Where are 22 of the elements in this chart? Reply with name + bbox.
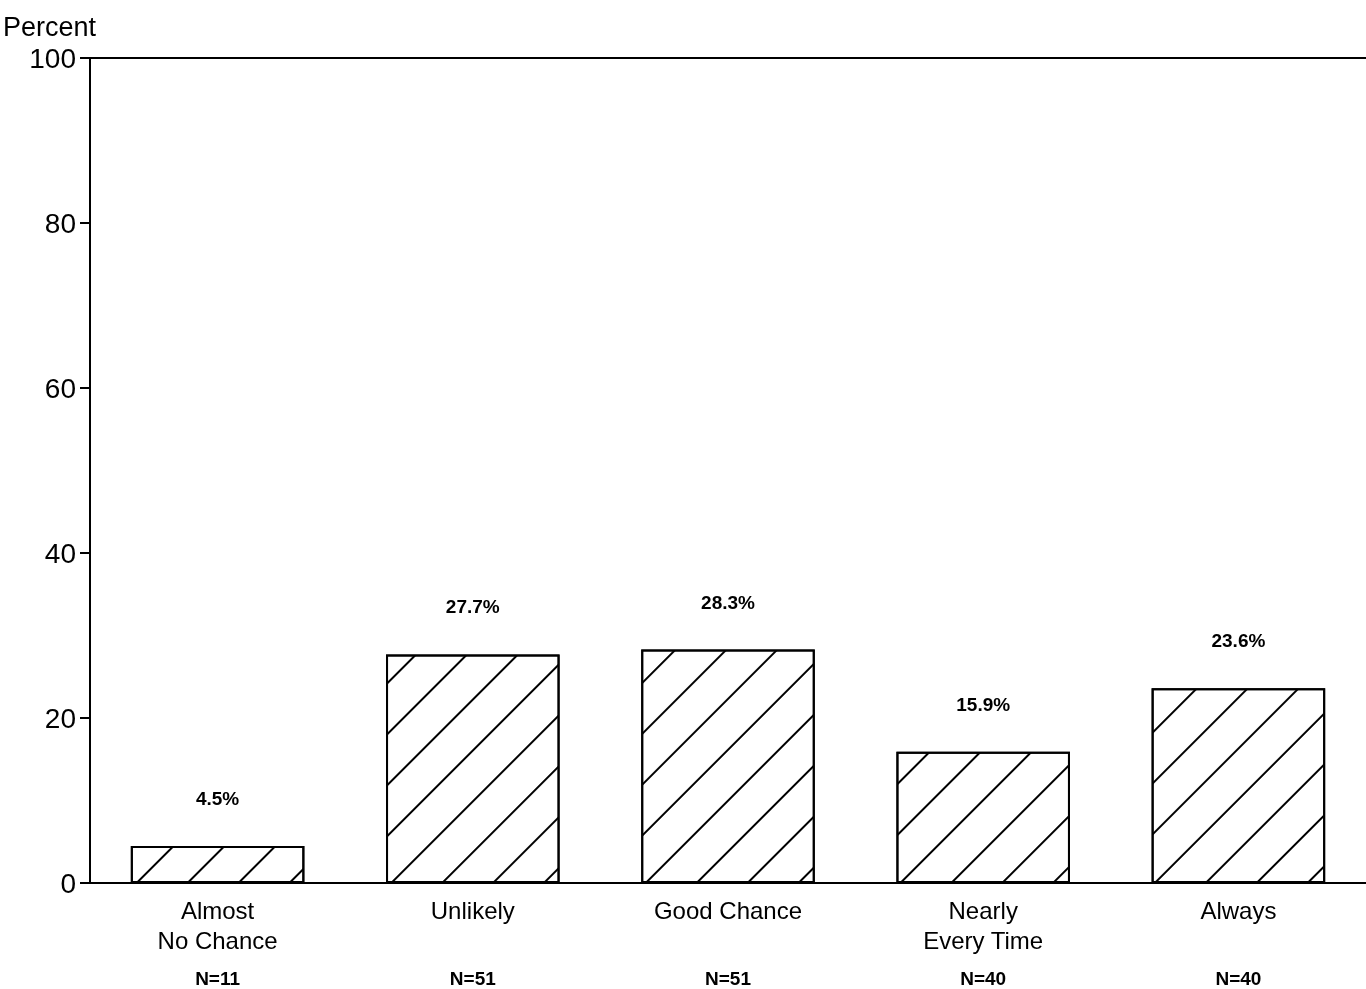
x-tick-label: Nearly Every Time xyxy=(923,896,1044,954)
x-tick-label: Unlikely xyxy=(430,896,515,924)
data-label: 27.7% xyxy=(445,596,500,618)
y-tick-label: 100 xyxy=(29,42,76,74)
x-tick-label: Always xyxy=(1200,896,1277,924)
data-label: 4.5% xyxy=(195,787,240,809)
y-tick-label: 80 xyxy=(44,207,76,239)
text: N=40 xyxy=(960,967,1007,989)
text: N=11 xyxy=(195,967,241,989)
text: N=51 xyxy=(705,967,752,989)
y-axis-title: Percent xyxy=(3,11,97,42)
data-label: 28.3% xyxy=(701,591,756,613)
y-tick-label: 60 xyxy=(44,372,76,404)
y-tick-label: 40 xyxy=(44,537,76,569)
data-label: 15.9% xyxy=(956,693,1011,715)
data-label: 23.6% xyxy=(1211,630,1266,652)
text: N=51 xyxy=(449,967,497,989)
x-tick-label: Good Chance xyxy=(653,896,803,924)
y-tick-label: 0 xyxy=(60,867,76,899)
text: N=40 xyxy=(1215,967,1262,989)
y-tick-label: 20 xyxy=(44,702,76,734)
x-tick-label: Almost No Chance xyxy=(157,896,278,954)
